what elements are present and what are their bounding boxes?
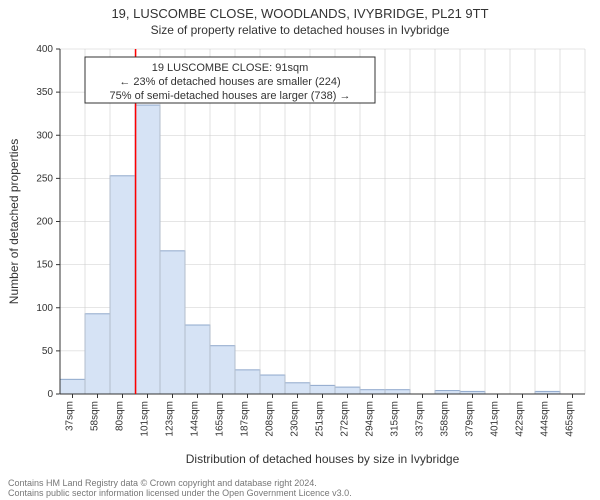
x-tick-label: 337sqm: [415, 401, 426, 437]
x-tick-label: 422sqm: [515, 401, 526, 437]
x-tick-label: 37sqm: [65, 401, 76, 431]
svg-text:250: 250: [36, 173, 53, 184]
x-tick-label: 123sqm: [165, 401, 176, 437]
footer-line-1: Contains HM Land Registry data © Crown c…: [8, 478, 592, 488]
bar: [285, 383, 310, 394]
bar: [60, 379, 85, 394]
page-title: 19, LUSCOMBE CLOSE, WOODLANDS, IVYBRIDGE…: [0, 0, 600, 21]
bar: [235, 370, 260, 394]
svg-text:100: 100: [36, 303, 53, 314]
svg-text:200: 200: [36, 217, 53, 228]
bar: [160, 251, 185, 394]
bar: [210, 346, 235, 394]
bar: [435, 391, 460, 394]
x-tick-label: 315sqm: [390, 401, 401, 437]
svg-text:150: 150: [36, 260, 53, 271]
x-tick-label: 187sqm: [240, 401, 251, 437]
info-box-line-1: 19 LUSCOMBE CLOSE: 91sqm: [152, 62, 309, 74]
bar: [360, 390, 385, 394]
x-tick-label: 230sqm: [290, 401, 301, 437]
x-tick-label: 165sqm: [215, 401, 226, 437]
x-tick-label: 208sqm: [265, 401, 276, 437]
bar: [110, 176, 135, 394]
bar: [310, 385, 335, 394]
bar: [335, 387, 360, 394]
x-tick-label: 144sqm: [190, 401, 201, 437]
svg-text:50: 50: [42, 346, 54, 357]
svg-text:300: 300: [36, 130, 53, 141]
svg-text:0: 0: [47, 389, 53, 400]
x-tick-label: 379sqm: [465, 401, 476, 437]
footer-line-2: Contains public sector information licen…: [8, 488, 592, 498]
x-tick-label: 294sqm: [365, 401, 376, 437]
x-tick-label: 358sqm: [440, 401, 451, 437]
bar: [185, 325, 210, 394]
x-axis-label: Distribution of detached houses by size …: [186, 452, 460, 466]
x-tick-label: 101sqm: [140, 401, 151, 437]
bar: [385, 390, 410, 394]
x-tick-label: 444sqm: [540, 401, 551, 437]
info-box-line-3: 75% of semi-detached houses are larger (…: [110, 90, 351, 102]
svg-text:350: 350: [36, 87, 53, 98]
page-subtitle: Size of property relative to detached ho…: [0, 21, 600, 39]
x-tick-label: 80sqm: [115, 401, 126, 431]
x-tick-label: 465sqm: [565, 401, 576, 437]
svg-text:400: 400: [36, 44, 53, 55]
histogram-chart: 0 50 100 150 200 250 300 350 400 37sqm 58sqm 80sqm 1…: [0, 39, 600, 469]
x-tick-label: 251sqm: [315, 401, 326, 437]
bar: [135, 105, 160, 394]
x-tick-label: 272sqm: [340, 401, 351, 437]
x-tick-label: 58sqm: [90, 401, 101, 431]
x-tick-label: 401sqm: [490, 401, 501, 437]
info-box-line-2: ← 23% of detached houses are smaller (22…: [119, 76, 340, 88]
bar: [85, 314, 110, 394]
y-axis-label: Number of detached properties: [7, 139, 21, 304]
footer: Contains HM Land Registry data © Crown c…: [0, 474, 600, 498]
bar: [260, 375, 285, 394]
